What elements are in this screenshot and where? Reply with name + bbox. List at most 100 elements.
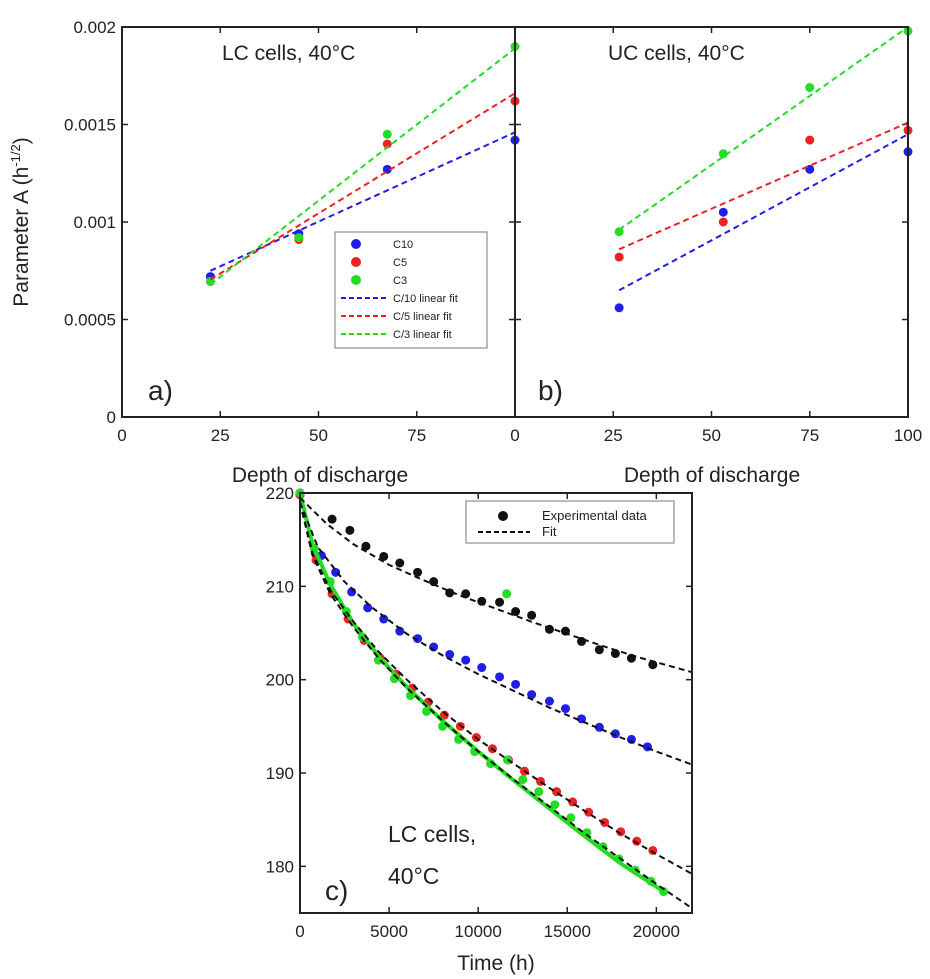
data-point-series-1 — [379, 614, 389, 624]
fit-line-c-5-linear-fit — [618, 121, 909, 251]
data-point-c5 — [614, 252, 624, 262]
data-point-c3 — [614, 227, 624, 237]
data-point-series-0 — [527, 610, 537, 620]
panel-c-legend: Experimental data Fit — [465, 500, 675, 544]
fit-line-c-10-linear-fit — [209, 131, 516, 272]
solid-line-series-4 — [298, 492, 667, 895]
legend-label-c5: C5 — [393, 257, 407, 269]
data-point-series-3 — [550, 800, 560, 810]
panel-a-legend: C10 C5 C3 C/10 linear fit C/5 linear fit… — [334, 231, 488, 349]
data-point-c10 — [718, 207, 728, 217]
data-point-series-0 — [361, 541, 371, 551]
x-tick-label: 100 — [894, 426, 922, 445]
legend-label-c3-fit: C/3 linear fit — [393, 329, 452, 341]
legend-marker-c10 — [351, 239, 361, 249]
y-tick-label: 180 — [266, 857, 294, 876]
panel-c-annotation-line2: 40°C — [388, 863, 439, 889]
data-point-series-3 — [502, 589, 512, 599]
data-point-series-1 — [511, 679, 521, 689]
panel-b: 0 25 50 75 100 UC cells, 40°C b) Depth of di… — [510, 26, 922, 487]
data-point-series-0 — [495, 597, 505, 607]
data-point-c3 — [718, 149, 728, 159]
fit-line-c-3-linear-fit — [618, 26, 909, 231]
data-point-series-1 — [610, 729, 620, 739]
legend-label-c10-fit: C/10 linear fit — [393, 293, 458, 305]
data-point-series-1 — [495, 672, 505, 682]
data-point-series-1 — [461, 655, 471, 665]
data-point-series-0 — [610, 649, 620, 659]
data-point-series-0 — [429, 577, 439, 587]
panel-c-frame — [299, 492, 693, 914]
legend-label-experimental: Experimental data — [542, 508, 648, 523]
data-point-series-3 — [534, 787, 544, 797]
panel-c-xlabel: Time (h) — [457, 952, 534, 975]
data-point-series-0 — [379, 551, 389, 561]
panel-a-xlabel: Depth of discharge — [232, 464, 408, 487]
x-tick-label: 0 — [295, 922, 304, 941]
legend-label-c3: C3 — [393, 275, 407, 287]
panel-a-frame — [121, 26, 516, 418]
data-point-series-0 — [594, 645, 604, 655]
data-point-series-1 — [395, 626, 405, 636]
data-point-series-0 — [511, 607, 521, 617]
y-tick-label: 0.002 — [73, 18, 116, 37]
legend-box — [465, 500, 675, 544]
x-tick-label: 50 — [309, 426, 328, 445]
x-tick-label: 50 — [702, 426, 721, 445]
data-point-c3 — [805, 82, 815, 92]
ylabel-superscript: -1/2 — [8, 144, 23, 166]
data-point-series-1 — [477, 663, 487, 673]
legend-label-c10: C10 — [393, 239, 413, 251]
legend-label-fit: Fit — [542, 524, 557, 539]
legend-box — [334, 231, 488, 349]
x-tick-label: 15000 — [544, 922, 591, 941]
data-point-series-3 — [566, 813, 576, 823]
panel-a-label: a) — [148, 375, 173, 406]
data-point-series-2 — [439, 710, 449, 720]
data-point-series-1 — [445, 649, 455, 659]
y-tick-label: 200 — [266, 671, 294, 690]
panel-a: 0 25 50 75 0 0.0005 0.001 0.0015 0.002 LC cells,… — [8, 18, 520, 487]
y-tick-label: 210 — [266, 577, 294, 596]
ylabel-close: ) — [10, 137, 33, 144]
data-point-series-1 — [527, 690, 537, 700]
fit-line-c-10-linear-fit — [618, 133, 909, 292]
legend-marker-c3 — [351, 275, 361, 285]
x-tick-label: 0 — [510, 426, 519, 445]
data-point-series-1 — [363, 603, 373, 613]
fit-line-c-3-linear-fit — [209, 47, 516, 286]
data-point-series-0 — [327, 514, 337, 524]
data-point-series-2 — [632, 836, 642, 846]
legend-label-c5-fit: C/5 linear fit — [393, 311, 452, 323]
fit-line-series-5 — [299, 496, 693, 674]
panel-b-frame — [514, 26, 909, 418]
y-tick-label: 220 — [266, 484, 294, 503]
data-point-series-3 — [518, 775, 528, 785]
x-tick-label: 20000 — [633, 922, 680, 941]
data-point-c5 — [805, 135, 815, 145]
panel-c-annotation-line1: LC cells, — [388, 821, 476, 847]
data-point-c3 — [382, 129, 392, 139]
x-tick-label: 0 — [117, 426, 126, 445]
x-tick-label: 25 — [604, 426, 623, 445]
y-tick-label: 0.0005 — [64, 311, 116, 330]
data-point-series-0 — [395, 558, 405, 568]
panel-b-label: b) — [538, 375, 563, 406]
fit-line-series-8 — [299, 502, 693, 910]
ylabel-main: Parameter A (h — [10, 167, 33, 307]
x-tick-label: 75 — [800, 426, 819, 445]
data-point-c3 — [294, 233, 304, 243]
x-tick-label: 25 — [211, 426, 230, 445]
data-point-series-2 — [616, 827, 626, 837]
panel-c: 0 5000 10000 15000 20000 180 190 200 210 220 c) L… — [266, 484, 693, 975]
x-tick-label: 10000 — [455, 922, 502, 941]
fit-line-series-7 — [299, 502, 693, 875]
x-tick-label: 5000 — [370, 922, 408, 941]
fit-line-series-6 — [299, 501, 693, 766]
legend-marker-experimental — [498, 511, 508, 521]
data-point-c5 — [718, 217, 728, 227]
data-point-c5 — [382, 139, 392, 149]
y-tick-label: 190 — [266, 764, 294, 783]
data-point-series-1 — [560, 704, 570, 714]
